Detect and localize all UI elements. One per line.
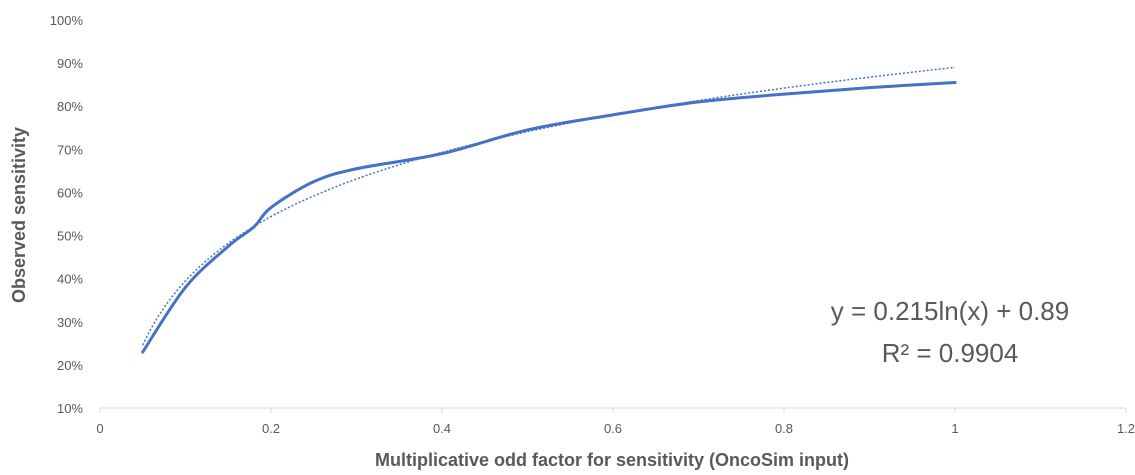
x-tick-label: 0 bbox=[96, 421, 103, 436]
trendline-equation: y = 0.215ln(x) + 0.89 bbox=[831, 296, 1069, 326]
x-axis-ticks: 0 0.2 0.4 0.6 0.8 1 1.2 bbox=[96, 408, 1135, 436]
data-point bbox=[868, 86, 871, 90]
y-tick-label: 60% bbox=[57, 185, 83, 200]
y-tick-label: 80% bbox=[57, 99, 83, 114]
data-point bbox=[953, 81, 957, 85]
x-axis-title: Multiplicative odd factor for sensitivit… bbox=[375, 450, 849, 470]
y-tick-label: 40% bbox=[57, 272, 83, 287]
y-tick-label: 30% bbox=[57, 315, 83, 330]
r-squared-label: R² = 0.9904 bbox=[882, 338, 1019, 368]
x-tick-label: 1 bbox=[951, 421, 958, 436]
y-tick-label: 20% bbox=[57, 358, 83, 373]
data-point bbox=[782, 92, 786, 96]
data-point bbox=[269, 206, 273, 210]
y-tick-label: 50% bbox=[57, 229, 83, 244]
x-tick-label: 0.6 bbox=[604, 421, 622, 436]
y-tick-label: 10% bbox=[57, 401, 83, 416]
y-tick-label: 100% bbox=[50, 13, 84, 28]
y-tick-label: 90% bbox=[57, 56, 83, 71]
x-tick-label: 0.2 bbox=[262, 421, 280, 436]
series-layer bbox=[141, 66, 957, 354]
data-point bbox=[184, 285, 187, 289]
data-point bbox=[141, 350, 145, 354]
data-point bbox=[526, 128, 529, 132]
x-tick-label: 1.2 bbox=[1117, 421, 1135, 436]
y-axis-title: Observed sensitivity bbox=[9, 127, 29, 303]
data-point bbox=[355, 167, 358, 171]
data-point bbox=[226, 244, 230, 248]
x-tick-label: 0.8 bbox=[775, 421, 793, 436]
x-tick-label: 0.4 bbox=[433, 421, 451, 436]
data-point bbox=[611, 113, 615, 117]
y-tick-label: 70% bbox=[57, 142, 83, 157]
y-axis-ticks: 10% 20% 30% 40% 50% 60% 70% 80% 90% 100% bbox=[50, 13, 84, 416]
trendline bbox=[142, 66, 956, 346]
data-point bbox=[312, 180, 316, 184]
